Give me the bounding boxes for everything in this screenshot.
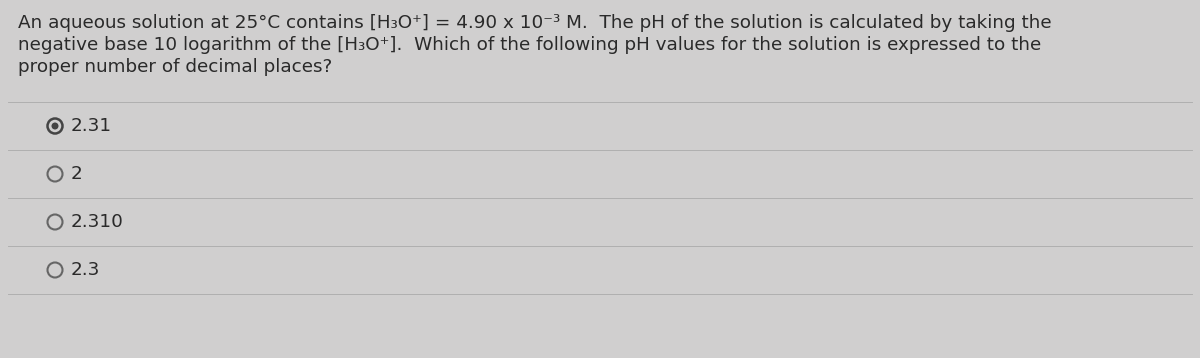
Text: proper number of decimal places?: proper number of decimal places? — [18, 58, 332, 76]
Text: 2.3: 2.3 — [71, 261, 100, 279]
Circle shape — [52, 122, 59, 130]
Text: 2: 2 — [71, 165, 83, 183]
Text: 2.310: 2.310 — [71, 213, 124, 231]
Text: 2.31: 2.31 — [71, 117, 112, 135]
Text: negative base 10 logarithm of the [H₃O⁺].  Which of the following pH values for : negative base 10 logarithm of the [H₃O⁺]… — [18, 36, 1042, 54]
Text: An aqueous solution at 25°C contains [H₃O⁺] = 4.90 x 10⁻³ M.  The pH of the solu: An aqueous solution at 25°C contains [H₃… — [18, 14, 1051, 32]
